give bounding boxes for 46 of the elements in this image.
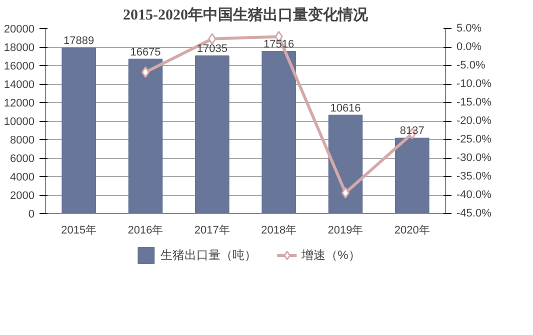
bar [195,55,230,214]
legend-label: 生猪出口量（吨） [160,246,257,264]
y2-tick-label: -45.0% [456,208,492,220]
data-label: 10616 [330,102,361,114]
bar [395,138,430,214]
y2-tick-label: -25.0% [456,134,492,146]
x-tick-label: 2019年 [328,224,364,236]
y-tick-label: 20000 [4,24,35,36]
x-tick-label: 2017年 [194,224,230,236]
y2-tick-label: -35.0% [456,170,492,182]
y-tick-label: 2000 [10,190,35,202]
legend-label: 增速（%） [302,246,360,264]
y-tick-label: 6000 [10,153,35,165]
y-tick-label: 18000 [4,42,35,54]
y2-tick-label: -15.0% [456,96,492,108]
y2-tick-label: -30.0% [456,152,492,164]
data-label: 17035 [196,42,228,55]
bar [262,50,296,214]
y2-tick-label: 0.0% [456,41,482,53]
point [141,66,150,78]
point [208,33,216,45]
chart-title: 2015-2020年中国生猪出口量变化情况 [123,6,369,24]
y-tick-label: 0 [28,208,35,220]
y2-tick-label: -40.0% [456,189,492,201]
y-tick-label: 12000 [4,98,35,110]
bar [62,48,96,214]
point [341,187,350,199]
x-tick-label: 2018年 [261,224,297,236]
y-tick-label: 16000 [4,60,35,72]
x-tick-label: 2020年 [394,224,430,236]
x-tick-label: 2016年 [128,224,164,236]
data-label: 17889 [64,35,94,48]
data-label: 16675 [130,46,161,58]
y2-tick-label: -10.0% [456,78,492,90]
y2-tick-label: -20.0% [456,115,492,127]
bar [128,58,163,214]
y-tick-label: 10000 [4,116,35,128]
y2-tick-label: 5.0% [456,22,482,34]
data-label: 8137 [400,125,424,138]
y-tick-label: 14000 [4,79,35,91]
bar [328,114,363,214]
y2-tick-label: -5.0% [456,60,486,72]
y-tick-label: 4000 [10,172,35,184]
y-tick-label: 8000 [10,134,35,146]
data-label: 17516 [264,38,294,50]
x-tick-label: 2015年 [61,224,97,236]
